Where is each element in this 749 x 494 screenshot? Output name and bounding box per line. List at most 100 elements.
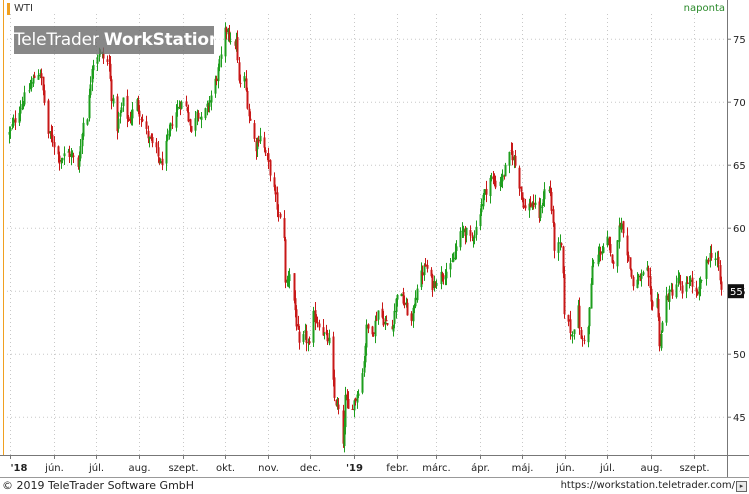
candle: [384, 316, 387, 330]
candle: [210, 90, 213, 111]
candle: [328, 329, 331, 346]
brand-light: TeleTrader: [14, 30, 104, 50]
candle: [30, 76, 33, 92]
candle-body: [206, 103, 209, 107]
candle: [92, 59, 95, 79]
candle-body: [364, 345, 367, 363]
candle-body: [677, 277, 680, 284]
candle-body: [256, 141, 259, 150]
candle: [599, 246, 602, 262]
x-tick-label: szept.: [168, 463, 198, 474]
candle: [489, 175, 492, 204]
candle: [480, 198, 483, 217]
candle-body: [675, 284, 678, 298]
candle: [616, 239, 619, 273]
candle-body: [393, 310, 396, 324]
candle-body: [508, 151, 511, 166]
candle: [257, 135, 260, 147]
candle: [194, 110, 197, 137]
candle-body: [374, 320, 377, 337]
candle-body: [51, 134, 54, 143]
x-tick-label: dec.: [300, 463, 321, 474]
candle: [627, 251, 630, 262]
candle: [165, 134, 168, 171]
candle: [454, 243, 457, 261]
candle: [668, 285, 671, 310]
candle: [323, 332, 326, 340]
candles: [8, 22, 723, 453]
candle-body: [640, 274, 643, 279]
candle: [145, 115, 148, 135]
candle: [148, 136, 151, 148]
candle-body: [430, 269, 433, 277]
candle-body: [297, 324, 300, 330]
candle: [420, 262, 423, 291]
candle-body: [249, 118, 252, 121]
candle-body: [611, 254, 614, 263]
candle-body: [567, 314, 570, 322]
candle-body: [396, 294, 399, 300]
candle-body: [636, 279, 639, 289]
candle: [367, 323, 370, 334]
candle: [578, 297, 581, 335]
candle: [68, 145, 71, 164]
candle-body: [581, 338, 584, 340]
candle-body: [608, 238, 611, 246]
candle-body: [19, 108, 22, 114]
candle: [375, 311, 378, 322]
candle-body: [618, 225, 621, 242]
candle-body: [243, 76, 246, 82]
candle: [499, 176, 502, 191]
candle: [267, 147, 270, 170]
candle-body: [264, 150, 267, 154]
candle-body: [627, 255, 630, 258]
candle-body: [590, 283, 593, 309]
source-url-link[interactable]: https://workstation.teletrader.com/: [560, 480, 735, 491]
candle: [161, 151, 164, 171]
candle: [302, 330, 305, 345]
candle-body: [705, 259, 708, 279]
candle: [357, 389, 360, 399]
candle-body: [274, 186, 277, 195]
candle-body: [642, 272, 645, 275]
candle-body: [524, 205, 527, 209]
candle: [246, 87, 249, 110]
candle-body: [660, 333, 663, 349]
candle-body: [375, 319, 378, 321]
candle-body: [534, 202, 537, 205]
candle-body: [220, 54, 223, 59]
candle-body: [32, 77, 35, 84]
expand-icon[interactable]: ▸: [736, 481, 747, 492]
candle-body: [501, 174, 504, 182]
candle: [180, 100, 183, 110]
candle: [308, 336, 311, 345]
candle: [698, 277, 701, 301]
candle: [318, 319, 321, 331]
candle: [127, 115, 130, 122]
candle-body: [131, 109, 134, 119]
candle: [228, 24, 231, 43]
candle: [220, 46, 223, 68]
candle-body: [189, 119, 192, 126]
candle: [337, 398, 340, 415]
candle-body: [442, 275, 445, 278]
candle-body: [637, 276, 640, 278]
candle: [43, 84, 46, 106]
last-value-badge: 55: [728, 284, 744, 299]
candle-body: [269, 160, 272, 176]
candle: [685, 276, 688, 299]
candle-body: [695, 287, 698, 292]
candle: [490, 172, 493, 182]
candle-body: [190, 125, 193, 132]
candle-body: [257, 139, 260, 143]
candle-body: [89, 84, 92, 96]
candle: [169, 122, 172, 137]
candle-body: [185, 101, 188, 107]
candle: [529, 196, 532, 208]
candle-body: [691, 277, 694, 287]
interval-label[interactable]: naponta: [683, 3, 725, 14]
candle-body: [657, 298, 660, 318]
candle-body: [314, 310, 317, 323]
candle-body: [681, 285, 684, 294]
